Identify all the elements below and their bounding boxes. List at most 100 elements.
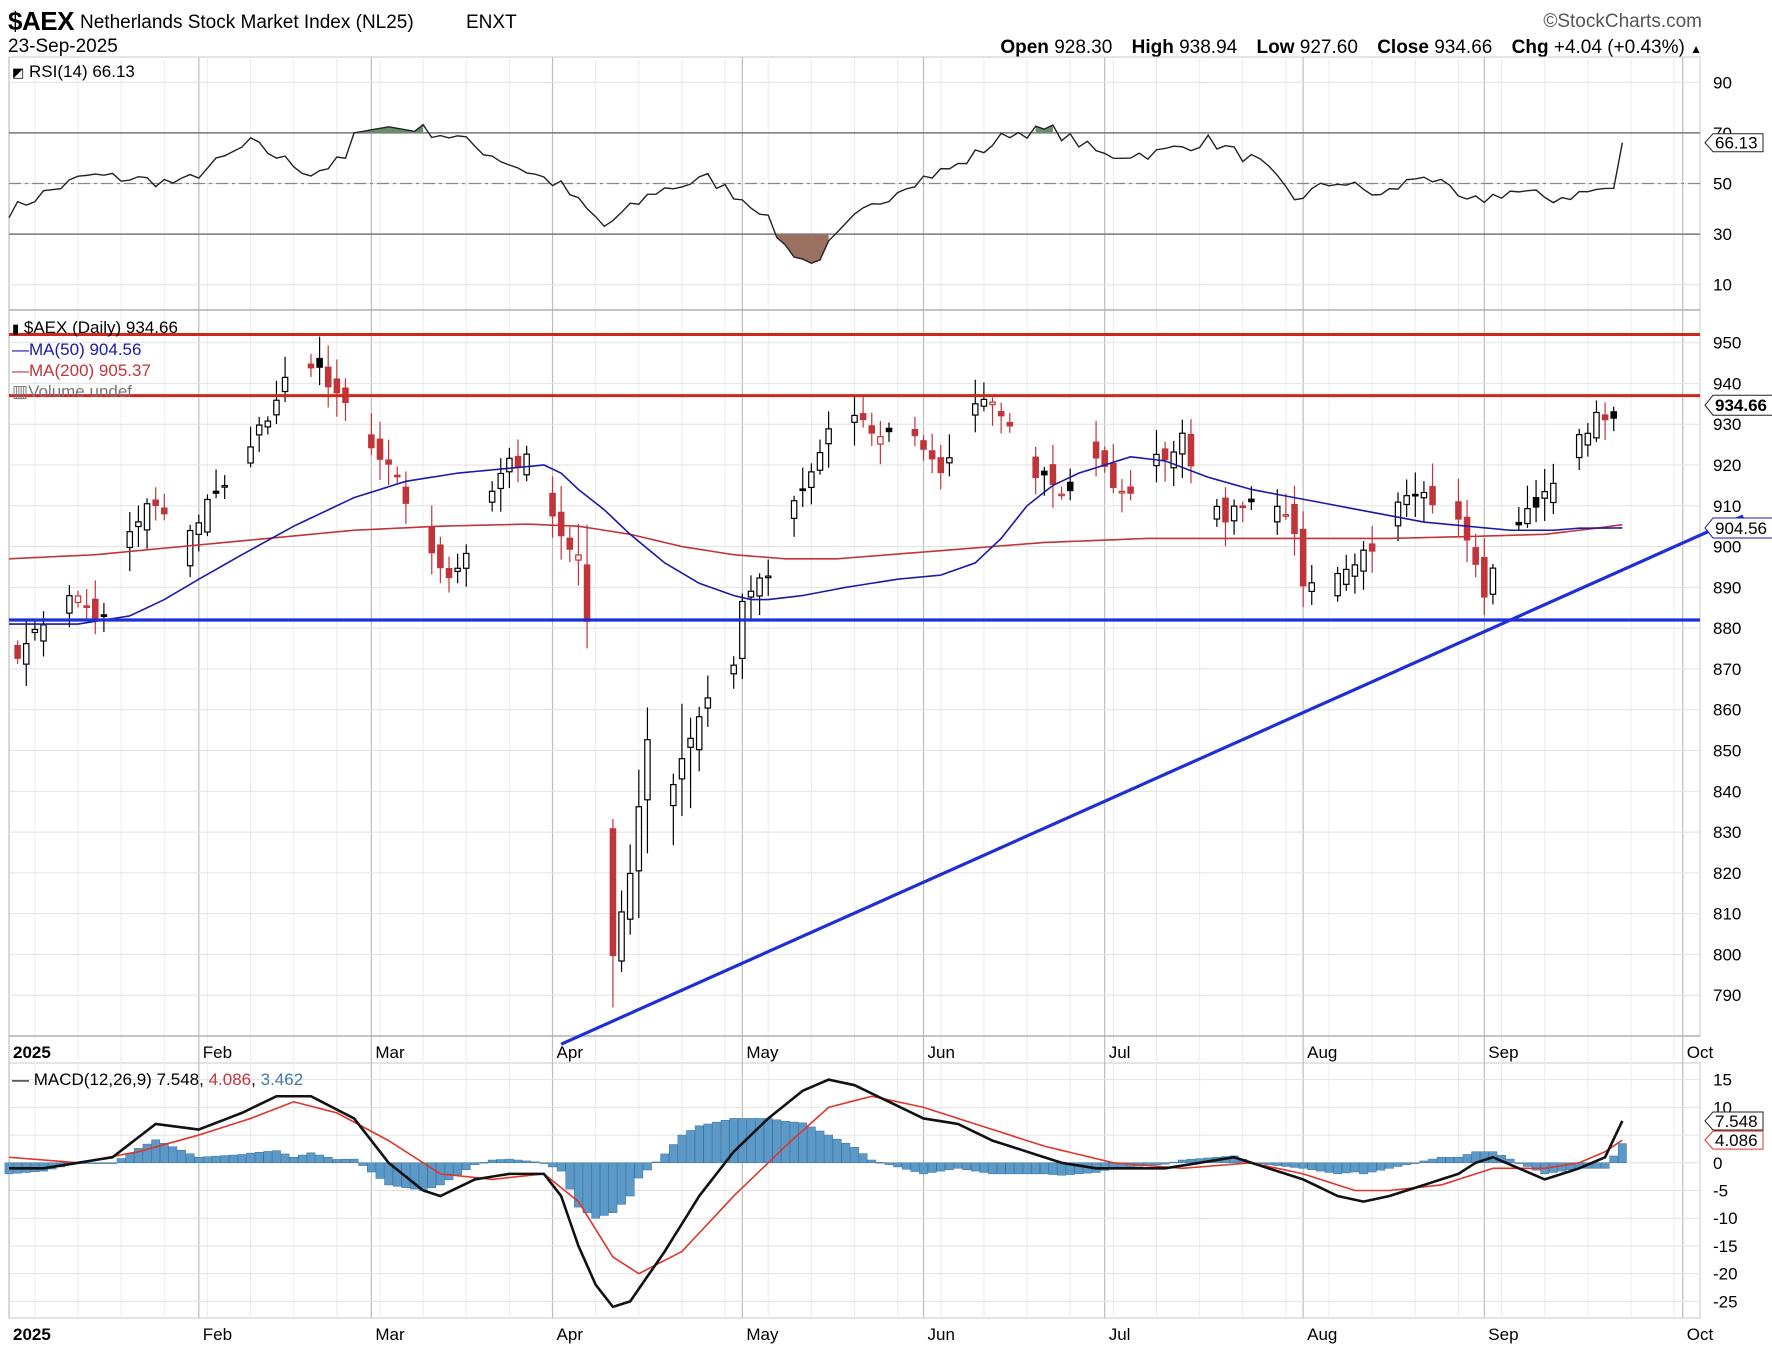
macd-tick-label: 15	[1713, 1071, 1732, 1090]
histogram-bar	[1048, 1162, 1058, 1175]
candle-body	[609, 828, 617, 957]
brand-logo[interactable]: ©StockCharts.com	[1543, 11, 1702, 32]
histogram-bar	[919, 1162, 928, 1175]
candle-body	[1403, 495, 1410, 506]
histogram-bar	[746, 1118, 756, 1164]
price-tick-label: 800	[1713, 945, 1741, 964]
histogram-bar	[1523, 1162, 1532, 1167]
histogram-bar	[1514, 1162, 1524, 1164]
high-value: 938.94	[1179, 37, 1238, 58]
candle-body	[644, 739, 651, 801]
histogram-bar	[677, 1134, 687, 1164]
histogram-bar	[936, 1162, 946, 1172]
histogram-bar	[1367, 1162, 1377, 1173]
candle-body	[281, 376, 289, 393]
histogram-bar	[755, 1118, 764, 1164]
histogram-bar	[427, 1162, 437, 1188]
histogram-bar	[453, 1162, 462, 1176]
candle-body	[1368, 543, 1376, 552]
candle-body	[368, 434, 375, 449]
histogram-bar	[228, 1154, 238, 1164]
histogram-bar	[194, 1156, 204, 1164]
price-x-label-May: May	[746, 1043, 779, 1062]
candle-body	[195, 522, 203, 535]
histogram-bar	[125, 1153, 135, 1164]
price-tick-label: 820	[1713, 864, 1741, 883]
histogram-bar	[203, 1156, 212, 1164]
histogram-bar	[1566, 1162, 1575, 1170]
candle-body	[333, 378, 341, 394]
candle-body	[488, 490, 496, 503]
histogram-bar	[539, 1162, 549, 1164]
candle-body	[756, 577, 763, 597]
histogram-bar	[505, 1158, 514, 1164]
histogram-bar	[1341, 1162, 1351, 1174]
macd-line-icon: —	[12, 1070, 29, 1089]
candle-body	[928, 450, 936, 460]
price-tick-label: 900	[1713, 538, 1741, 557]
candle-body	[523, 453, 530, 476]
candle-body	[376, 438, 384, 460]
price-tick-label: 940	[1713, 374, 1741, 393]
histogram-bar	[1557, 1162, 1567, 1172]
histogram-bar	[1324, 1162, 1334, 1173]
candle-body	[1049, 464, 1057, 485]
price-x-label-Apr: Apr	[557, 1043, 584, 1062]
histogram-bar	[1393, 1162, 1403, 1167]
histogram-bar	[159, 1143, 169, 1164]
histogram-bar	[815, 1130, 825, 1164]
histogram-bar	[142, 1143, 152, 1164]
macd-x-label-Jul: Jul	[1109, 1325, 1131, 1344]
exchange: ENXT	[466, 12, 517, 33]
histogram-bar	[513, 1159, 523, 1164]
candle-body	[1541, 491, 1548, 499]
histogram-bar	[1359, 1162, 1368, 1175]
candle-body	[1532, 496, 1540, 508]
histogram-bar	[1057, 1162, 1066, 1176]
histogram-bar	[530, 1161, 540, 1164]
price-x-label-Jul: Jul	[1109, 1043, 1131, 1062]
candle-body	[885, 427, 893, 433]
histogram-bar	[1333, 1162, 1342, 1175]
ma200-line	[8, 523, 1623, 560]
histogram-bar	[323, 1156, 333, 1164]
macd-x-label-Aug: Aug	[1307, 1325, 1337, 1344]
uptrend-line	[560, 514, 1744, 1046]
candle-body	[161, 507, 168, 515]
price-tick-label: 840	[1713, 782, 1741, 801]
histogram-bar	[901, 1162, 911, 1170]
index-name: Netherlands Stock Market Index (NL25)	[80, 12, 414, 33]
candle-body	[937, 457, 945, 474]
candle-body	[1610, 411, 1617, 419]
histogram-bar	[1376, 1162, 1386, 1171]
candle-body	[549, 492, 556, 517]
histogram-bar	[608, 1162, 618, 1213]
histogram-bar	[1385, 1162, 1394, 1169]
histogram-bar	[634, 1162, 644, 1179]
candle-body	[1058, 493, 1065, 497]
histogram-bar	[996, 1162, 1006, 1175]
price-legend: ▮ $AEX (Daily) 934.66 —MA(50) 904.56 —MA…	[12, 317, 178, 402]
histogram-bar	[694, 1125, 704, 1164]
price-tick-label: 880	[1713, 619, 1741, 638]
candle-body	[1248, 498, 1255, 503]
candle-body	[402, 486, 410, 504]
price-tick-label: 860	[1713, 701, 1741, 720]
close-price-tag-text: 934.66	[1715, 396, 1767, 415]
macd-x-label-Oct: Oct	[1687, 1325, 1714, 1344]
histogram-bar	[375, 1162, 385, 1179]
price-tick-label: 950	[1713, 334, 1741, 353]
histogram-bar	[556, 1162, 566, 1172]
macd-tick-label: -20	[1713, 1265, 1738, 1284]
histogram-bar	[237, 1154, 247, 1164]
candle-body	[972, 403, 979, 416]
histogram-bar	[1531, 1162, 1541, 1171]
candle-body	[1230, 505, 1238, 522]
histogram-bar	[893, 1162, 902, 1168]
candle-body	[14, 644, 21, 659]
candle-body	[695, 716, 703, 751]
price-tick-label: 910	[1713, 497, 1741, 516]
price-tick-label: 920	[1713, 456, 1741, 475]
candle-body	[324, 366, 332, 388]
rsi-overbought-fill	[1035, 125, 1053, 133]
